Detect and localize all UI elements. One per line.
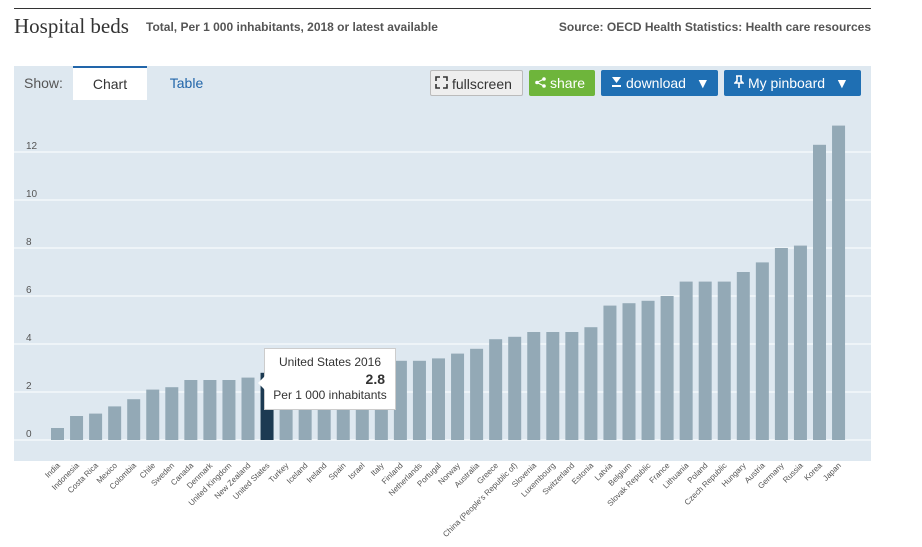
tooltip-title: United States 2016	[278, 355, 382, 369]
bar[interactable]	[184, 380, 198, 440]
header-rule	[14, 8, 871, 9]
bar[interactable]	[660, 296, 674, 440]
x-tick-label: Korea	[802, 461, 824, 483]
bar[interactable]	[832, 125, 846, 440]
bar[interactable]	[489, 339, 503, 440]
bar[interactable]	[412, 360, 426, 440]
share-button[interactable]: share	[529, 70, 595, 96]
x-tick-label: Estonia	[570, 461, 596, 487]
page-subtitle: Total, Per 1 000 inhabitants, 2018 or la…	[146, 20, 438, 34]
pin-icon	[733, 70, 745, 96]
bar[interactable]	[108, 406, 122, 440]
fullscreen-label: fullscreen	[452, 76, 512, 92]
fullscreen-button[interactable]: fullscreen	[430, 70, 523, 96]
bar[interactable]	[736, 272, 750, 440]
bar[interactable]	[527, 332, 541, 440]
show-label: Show:	[24, 75, 63, 91]
pinboard-button[interactable]: My pinboard ▼	[724, 70, 861, 96]
x-tick-label: Israel	[347, 461, 367, 481]
bar[interactable]	[679, 281, 693, 440]
y-tick-label: 0	[26, 429, 32, 440]
x-tick-label: Spain	[327, 461, 348, 482]
source-text: Source: OECD Health Statistics: Health c…	[558, 20, 871, 34]
bar[interactable]	[241, 377, 255, 440]
bar[interactable]	[565, 332, 579, 440]
bar[interactable]	[717, 281, 731, 440]
caret-down-icon: ▼	[695, 75, 710, 91]
tab-table[interactable]: Table	[169, 75, 204, 91]
y-tick-label: 4	[26, 333, 32, 344]
bar[interactable]	[641, 300, 655, 440]
pinboard-label: My pinboard	[748, 75, 826, 91]
bar[interactable]	[393, 360, 407, 440]
bar[interactable]	[127, 399, 141, 440]
bar[interactable]	[508, 336, 522, 440]
download-button[interactable]: download ▼	[601, 70, 718, 96]
tooltip-arrow	[258, 376, 265, 390]
bar[interactable]	[470, 348, 484, 440]
y-tick-label: 8	[26, 237, 32, 248]
y-tick-label: 10	[26, 189, 38, 200]
bar[interactable]	[546, 332, 560, 440]
bar[interactable]	[146, 389, 160, 440]
y-tick-label: 2	[26, 381, 32, 392]
bar[interactable]	[432, 358, 445, 440]
bar[interactable]	[755, 262, 769, 440]
bar[interactable]	[584, 327, 598, 440]
bar[interactable]	[203, 380, 217, 440]
x-tick-label: Iceland	[285, 461, 310, 486]
share-label: share	[550, 75, 586, 91]
bar[interactable]	[70, 416, 84, 440]
bar[interactable]	[813, 144, 826, 441]
bar[interactable]	[774, 248, 788, 440]
tab-chart[interactable]: Chart	[73, 66, 147, 100]
bar[interactable]	[165, 387, 179, 440]
x-tick-label: Ireland	[305, 461, 329, 485]
download-label: download	[626, 75, 686, 91]
bar[interactable]	[622, 303, 636, 440]
download-icon	[611, 70, 622, 96]
toolbar: Show: Chart Table fullscreen share downl…	[14, 66, 871, 100]
bar[interactable]	[451, 353, 465, 440]
bar[interactable]	[51, 428, 64, 440]
x-tick-label: Russia	[781, 461, 805, 485]
y-tick-label: 12	[26, 141, 38, 152]
x-tick-label: Japan	[821, 461, 843, 483]
tooltip-value: 2.8	[365, 371, 385, 387]
page-title: Hospital beds	[14, 14, 129, 38]
chart-tooltip: United States 2016 2.8 Per 1 000 inhabit…	[258, 348, 396, 410]
bar[interactable]	[793, 245, 807, 440]
fullscreen-icon	[435, 71, 448, 97]
caret-down-icon: ▼	[834, 75, 849, 91]
bar[interactable]	[698, 281, 712, 440]
bar[interactable]	[603, 305, 617, 440]
y-tick-label: 6	[26, 285, 32, 296]
bar[interactable]	[222, 380, 236, 440]
tooltip-unit: Per 1 000 inhabitants	[273, 388, 387, 402]
bar[interactable]	[89, 413, 103, 440]
share-icon	[535, 70, 546, 96]
